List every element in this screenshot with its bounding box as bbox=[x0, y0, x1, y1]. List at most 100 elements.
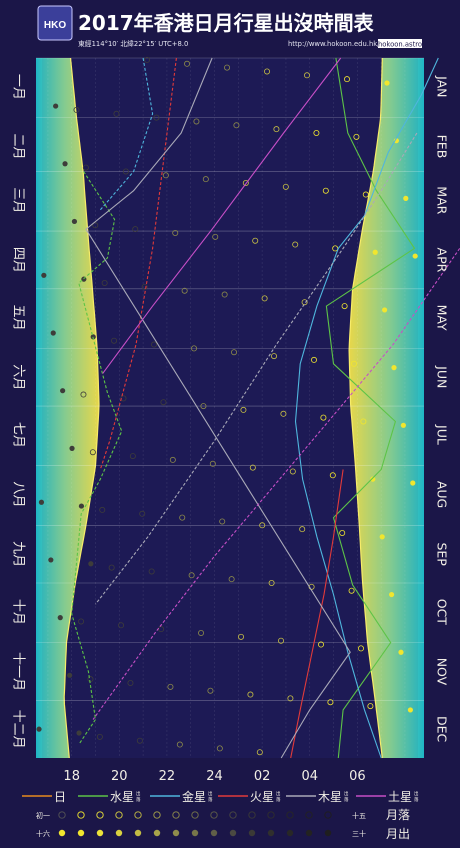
moonrise-dot bbox=[398, 649, 404, 655]
moonset-dot bbox=[322, 187, 329, 194]
moonset-dot bbox=[179, 514, 186, 521]
daylight-band-morning bbox=[349, 58, 424, 758]
moonrise-dot bbox=[403, 195, 409, 201]
moonset-dot bbox=[238, 633, 245, 640]
moonset-dot bbox=[311, 356, 318, 363]
moon-last-label: 三十 bbox=[352, 829, 366, 838]
mars-legend-label: 火星 bbox=[250, 790, 274, 804]
moonrise-phase-dot bbox=[286, 829, 294, 837]
moonrise-phase-dot bbox=[153, 829, 161, 837]
mercury-legend-rise: 出 bbox=[136, 790, 141, 797]
month-label-en: MAY bbox=[435, 305, 450, 331]
moonset-dot bbox=[329, 472, 336, 479]
month-label-cn: 二月 bbox=[11, 133, 26, 159]
moonrise-phase-dot bbox=[229, 829, 237, 837]
moonset-dot bbox=[273, 126, 280, 133]
moonrise-dot bbox=[407, 707, 413, 713]
hour-tick-label: 18 bbox=[63, 769, 80, 784]
moonrise-dot bbox=[384, 80, 390, 86]
moonrise-phase-dot bbox=[191, 829, 199, 837]
logo-icon bbox=[37, 5, 73, 41]
moonset-phase-dot bbox=[172, 811, 180, 819]
moonset-dot bbox=[207, 687, 214, 694]
website-link[interactable]: http://www.hokoon.edu.hk/ bbox=[288, 40, 380, 48]
moonset-dot bbox=[148, 568, 155, 575]
moonset-dot bbox=[287, 695, 294, 702]
moonset-dot bbox=[108, 564, 115, 571]
moonrise-dot bbox=[38, 499, 45, 505]
moonrise-phase-dot bbox=[172, 829, 180, 837]
brand-text: hokoon.astro bbox=[378, 41, 422, 49]
moonset-dot bbox=[82, 164, 89, 171]
coordinates-text: 東經114°10′ 北緯22°15′ UTC+8.0 bbox=[78, 39, 188, 48]
moonset-dot bbox=[160, 399, 167, 406]
moonset-dot bbox=[101, 279, 108, 286]
moonset-dot bbox=[212, 233, 219, 240]
moonset-dot bbox=[216, 745, 223, 752]
saturn-legend-label: 土星 bbox=[388, 790, 412, 804]
mercury-rise-line bbox=[325, 57, 416, 759]
moonrise-phase-dot bbox=[77, 829, 85, 837]
moonset-dot bbox=[313, 129, 320, 136]
moonset-dot bbox=[73, 106, 80, 113]
moonset-dot bbox=[111, 337, 118, 344]
moonrise-phase-dot bbox=[324, 829, 332, 837]
month-label-en: DEC bbox=[435, 716, 450, 743]
moonset-dot bbox=[327, 699, 334, 706]
moonset-dot bbox=[221, 291, 228, 298]
mars-legend-set: 落 bbox=[276, 796, 281, 803]
moonset-dot bbox=[348, 587, 355, 594]
moonset-dot bbox=[78, 618, 85, 625]
moonset-dot bbox=[219, 518, 226, 525]
moonrise-phase-dot bbox=[96, 829, 104, 837]
moonset-dot bbox=[282, 183, 289, 190]
moonset-dot bbox=[252, 237, 259, 244]
moonrise-dot bbox=[388, 591, 395, 598]
month-label-cn: 十一月 bbox=[11, 652, 26, 691]
moon-first-full-label: 十五 bbox=[352, 811, 366, 820]
moonset-dot bbox=[209, 460, 216, 467]
moonset-dot bbox=[193, 118, 200, 125]
moonset-dot bbox=[233, 122, 240, 129]
moonrise-dot bbox=[62, 161, 68, 167]
moonrise-dot bbox=[412, 253, 418, 259]
moonset-phase-dot bbox=[229, 811, 237, 819]
moonrise-phase-dot bbox=[115, 829, 123, 837]
moonset-dot bbox=[301, 299, 308, 306]
moonset-dot bbox=[200, 403, 207, 410]
month-label-cn: 四月 bbox=[11, 247, 26, 273]
legend: 日水星 出落 金星 出落 火星 出落 木星 出落 土星 出落 bbox=[22, 789, 419, 804]
moonset-dot bbox=[367, 703, 374, 710]
jupiter-set-line bbox=[95, 132, 418, 605]
moonset-dot bbox=[176, 741, 183, 748]
moonrise-phase-dot bbox=[210, 829, 218, 837]
moonset-dot bbox=[278, 637, 285, 644]
moonset-phase-dot bbox=[267, 811, 275, 819]
moonset-phase-dot bbox=[191, 811, 199, 819]
moonset-dot bbox=[153, 114, 160, 121]
saturn-legend-set: 落 bbox=[414, 796, 419, 803]
moonset-phase-dot bbox=[153, 811, 161, 819]
moonset-dot bbox=[99, 506, 106, 513]
moonset-dot bbox=[259, 522, 266, 529]
moonset-dot bbox=[318, 641, 325, 648]
moonset-dot bbox=[264, 68, 271, 75]
month-label-en: APR bbox=[435, 248, 450, 273]
moonset-dot bbox=[268, 580, 275, 587]
moonset-dot bbox=[299, 526, 306, 533]
sun-legend-label: 日 bbox=[54, 790, 66, 804]
month-label-cn: 六月 bbox=[11, 364, 26, 390]
moonset-dot bbox=[92, 222, 99, 229]
moonset-phase-dot bbox=[286, 811, 294, 819]
moonset-dot bbox=[129, 453, 136, 460]
moonset-dot bbox=[341, 303, 348, 310]
mars-legend-rise: 出 bbox=[276, 790, 281, 797]
month-label-cn: 一月 bbox=[11, 74, 26, 100]
moonset-phase-dot bbox=[77, 811, 85, 819]
mars-rise-line bbox=[290, 469, 344, 759]
moonset-dot bbox=[247, 691, 254, 698]
moonset-dot bbox=[289, 468, 296, 475]
moonset-phase-dot bbox=[96, 811, 104, 819]
sunrise-line bbox=[348, 57, 383, 759]
